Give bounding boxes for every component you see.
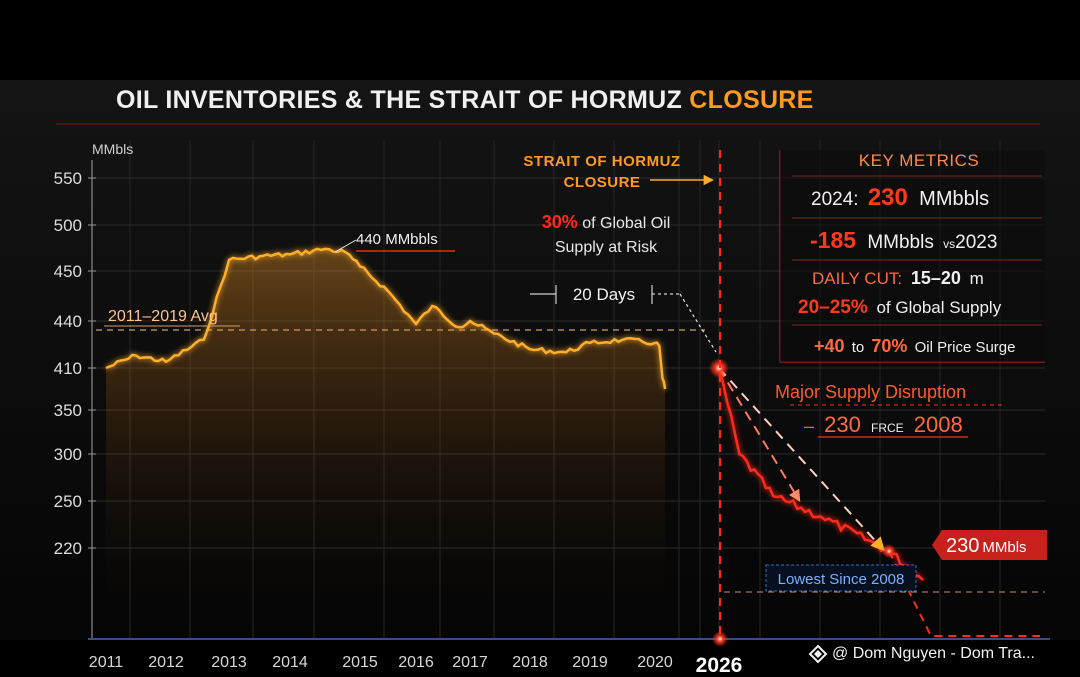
key-metrics-heading: KEY METRICS [859, 151, 979, 170]
y-tick-label: 300 [54, 445, 82, 464]
metric-row-1-prefix: 2024: [811, 189, 859, 210]
metric-row-4: 20–25% of Global Supply [798, 297, 1002, 318]
supply-risk-text-1: of Global Oil [578, 215, 670, 232]
end-value-badge: 230 MMbls [932, 530, 1047, 560]
title-accent: CLOSURE [689, 86, 814, 114]
metric-row-2-unit: MMbbls [867, 232, 934, 253]
metric-row-3-label: DAILY CUT: [812, 269, 902, 288]
projection-arrow-1 [718, 367, 801, 503]
key-metrics-panel: KEY METRICS 2024: 230 MMbbls -185 MMbbls… [779, 150, 1045, 363]
metric-row-4-value: 20–25% [798, 297, 868, 318]
disruption-label: Major Supply Disruption [775, 382, 966, 402]
watermark-text: @ Dom Nguyen - Dom Tra... [832, 645, 1035, 662]
since-value: 230 [824, 412, 861, 437]
y-tick-label: 350 [54, 401, 82, 420]
historical-series-line [105, 247, 667, 390]
metric-row-5-value-a: +40 [814, 336, 845, 356]
since-year: 2008 [914, 412, 963, 437]
x-tick-label: 2016 [398, 654, 434, 671]
x-axis: 2011 2012 2013 2014 2015 2016 2017 2018 2019 2020… [89, 654, 743, 677]
closure-title-2: CLOSURE [564, 174, 641, 191]
supply-risk-line-1: 30% of Global Oil [542, 212, 671, 232]
supply-risk-pct: 30% [542, 212, 578, 232]
metric-row-3-value: 15–20 [911, 268, 961, 288]
metric-row-5-value-b: 70% [871, 336, 907, 356]
x-tick-label: 2026 [696, 654, 743, 677]
projection-arrow-2 [718, 367, 885, 552]
metric-row-2-small: vs [943, 237, 955, 251]
y-tick-label: 450 [54, 262, 82, 281]
y-tick-label: 550 [54, 169, 82, 188]
x-tick-label: 2012 [148, 654, 184, 671]
avg-label: 2011–2019 Avg [108, 308, 218, 325]
supply-risk-line-2: Supply at Risk [555, 239, 658, 256]
since-2008-line: – 230 FRCE 2008 [804, 412, 963, 437]
since-prefix: – [804, 416, 814, 436]
y-unit-label: MMbls [92, 141, 134, 157]
y-tick-label: 440 [54, 312, 82, 331]
metric-row-5-text: Oil Price Surge [915, 339, 1016, 356]
since-small: FRCE [871, 421, 904, 435]
x-tick-label: 2015 [342, 654, 378, 671]
x-tick-label: 2017 [452, 654, 488, 671]
x-tick-label: 2014 [272, 654, 308, 671]
metric-row-2-year: 2023 [955, 232, 997, 253]
y-axis: 550 500 450 440 410 350 300 250 220 [54, 160, 96, 639]
metric-row-2-value: -185 [810, 227, 856, 253]
metric-row-5-to: to [852, 339, 865, 356]
x-tick-label: 2011 [89, 654, 124, 671]
watermark-logo-icon [808, 644, 828, 664]
watermark: @ Dom Nguyen - Dom Tra... [808, 644, 1035, 664]
end-point [882, 544, 896, 559]
y-tick-label: 250 [54, 492, 82, 511]
x-tick-label: 2013 [211, 654, 247, 671]
metric-row-4-text: of Global Supply [876, 298, 1001, 317]
metric-row-3: DAILY CUT: 15–20 m [812, 268, 984, 288]
end-value-number: 230 [946, 535, 979, 557]
x-tick-label: 2018 [512, 654, 548, 671]
y-tick-label: 500 [54, 216, 82, 235]
lowest-label: Lowest Since 2008 [778, 571, 905, 588]
title-main: OIL INVENTORIES & THE STRAIT OF HORMUZ [116, 86, 690, 114]
closure-axis-marker [712, 631, 728, 647]
closure-title-1: STRAIT OF HORMUZ [523, 153, 680, 170]
days-label: 20 Days [573, 285, 635, 304]
metric-row-2: -185 MMbbls vs2023 [810, 227, 997, 253]
y-tick-label: 220 [54, 539, 82, 558]
x-tick-label: 2019 [572, 654, 608, 671]
lowest-box [765, 564, 917, 592]
peak-label: 440 MMbbls [356, 231, 438, 248]
y-tick-label: 410 [54, 359, 82, 378]
metric-row-1: 2024: 230 MMbbls [811, 184, 989, 211]
metric-row-1-unit: MMbbls [919, 188, 989, 210]
page-title: OIL INVENTORIES & THE STRAIT OF HORMUZ C… [116, 86, 814, 115]
metric-row-1-value: 230 [868, 184, 908, 211]
end-value: 230 MMbls [946, 535, 1027, 557]
end-value-unit: MMbls [982, 539, 1026, 556]
metric-row-5: +40 to 70% Oil Price Surge [814, 336, 1015, 356]
metric-row-3-unit: m [970, 269, 984, 288]
x-tick-label: 2020 [637, 654, 673, 671]
